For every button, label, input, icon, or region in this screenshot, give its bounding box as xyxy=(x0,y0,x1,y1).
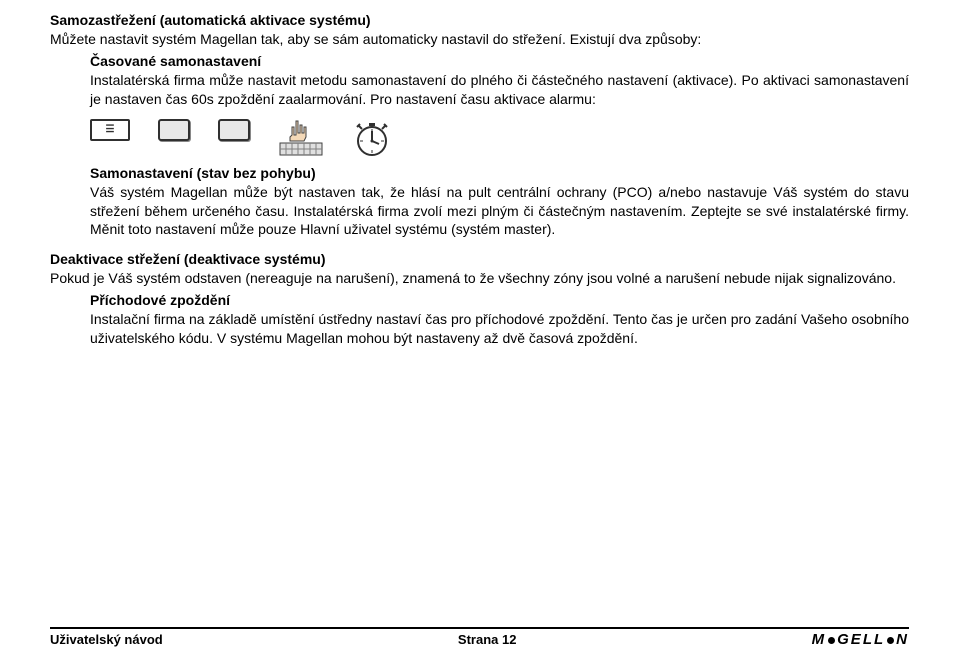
footer-logo: MGELLN xyxy=(812,631,909,648)
icon-on xyxy=(158,117,190,141)
icon-ok1 xyxy=(218,117,250,141)
icon-menu: ☰ xyxy=(90,117,130,141)
intro-paragraph: Můžete nastavit systém Magellan tak, aby… xyxy=(50,30,909,49)
footer-left: Uživatelský návod xyxy=(50,632,163,647)
key-2-icon xyxy=(218,119,250,141)
section-samonastaveni: Samonastavení (stav bez pohybu) Váš syst… xyxy=(90,165,909,240)
body-deaktivace: Pokud je Váš systém odstaven (nereaguje … xyxy=(50,269,909,288)
heading-samozastrezeni: Samozastřežení (automatická aktivace sys… xyxy=(50,12,909,28)
hand-press-icon xyxy=(278,119,324,157)
subheading-prichodove: Příchodové zpoždění xyxy=(90,292,909,308)
body-prichodove: Instalační firma na základě umístění úst… xyxy=(90,310,909,348)
clock-icon xyxy=(352,119,392,159)
footer-center: Strana 12 xyxy=(458,632,517,647)
icon-ok2 xyxy=(278,117,324,157)
subheading-samonastaveni: Samonastavení (stav bez pohybu) xyxy=(90,165,909,181)
menu-sequence-icons: ☰ xyxy=(90,117,909,159)
page-content: Samozastřežení (automatická aktivace sys… xyxy=(0,0,959,348)
body-samonastaveni: Váš systém Magellan může být nastaven ta… xyxy=(90,183,909,240)
body-casovane: Instalatérská firma může nastavit metodu… xyxy=(90,71,909,109)
subheading-casovane: Časované samonastavení xyxy=(90,53,909,69)
menu-button-icon: ☰ xyxy=(90,119,130,141)
page-footer: Uživatelský návod Strana 12 MGELLN xyxy=(50,627,909,648)
key-8-icon xyxy=(158,119,190,141)
icon-ok3 xyxy=(352,117,392,159)
section-casovane: Časované samonastavení Instalatérská fir… xyxy=(90,53,909,109)
heading-deaktivace: Deaktivace střežení (deaktivace systému) xyxy=(50,251,909,267)
section-prichodove: Příchodové zpoždění Instalační firma na … xyxy=(90,292,909,348)
